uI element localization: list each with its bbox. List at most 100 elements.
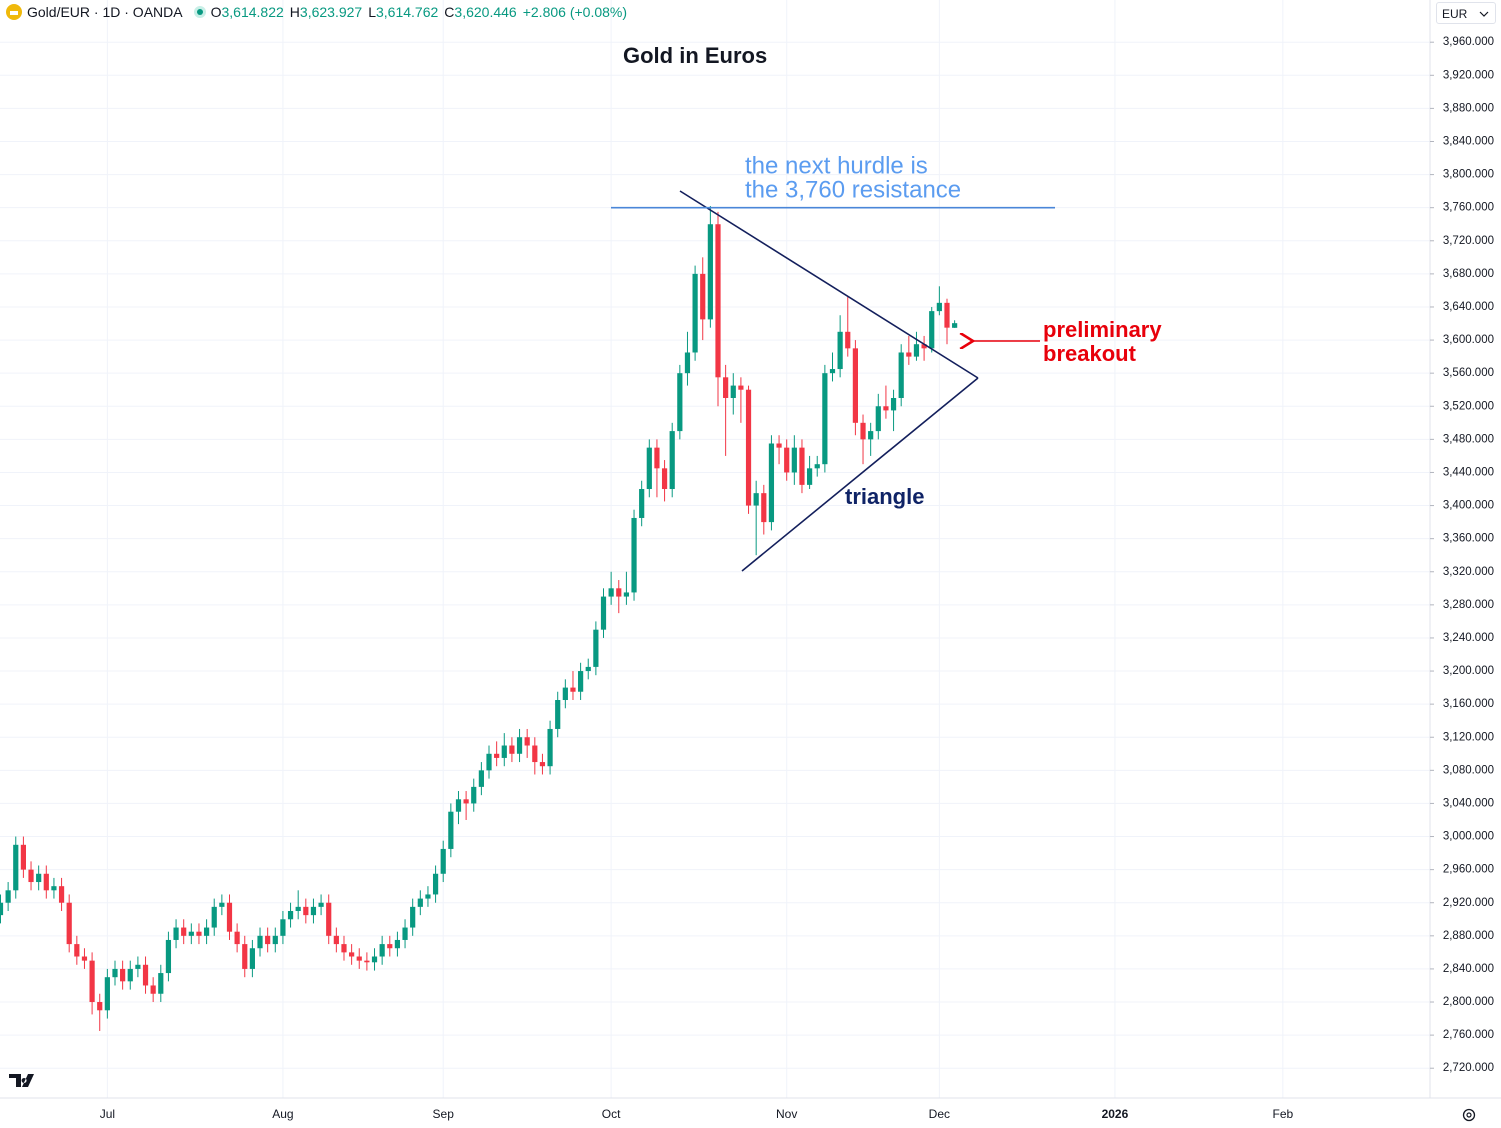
candle-body [471, 786, 477, 804]
candle-body [5, 890, 11, 903]
candle-body [837, 331, 843, 370]
candle-body [74, 944, 80, 957]
candle-body [639, 489, 645, 518]
candle-body [524, 737, 530, 746]
candle-body [0, 902, 4, 916]
candle-body [234, 931, 240, 945]
ohlc-value: 3,623.927 [299, 4, 363, 20]
candle-body [203, 927, 210, 936]
candle-body [478, 770, 484, 787]
candle-body [547, 728, 553, 767]
candle-body [196, 931, 202, 936]
candle-body [829, 369, 836, 374]
candle-body [585, 666, 591, 672]
candle-body [852, 348, 858, 423]
candle-body [631, 517, 637, 593]
candle-body [432, 873, 439, 895]
candle-body [516, 737, 523, 754]
candle-body [570, 687, 576, 692]
candle-body [120, 968, 126, 982]
breakout-label: breakout [1043, 341, 1137, 366]
candle-body [860, 422, 866, 440]
candle-body [906, 352, 912, 357]
candle-body [700, 273, 706, 320]
candle-body [173, 927, 179, 940]
candle-body [127, 968, 133, 982]
currency-selector[interactable]: EUR [1436, 2, 1496, 24]
candle-body [730, 385, 736, 398]
candle-body [448, 811, 454, 849]
candle-body [562, 687, 568, 701]
candle-body [936, 302, 942, 312]
candle-body [799, 447, 805, 485]
y-tick-label: 3,120.000 [1443, 731, 1494, 743]
candle-body [669, 431, 675, 490]
x-tick-label: Jul [100, 1107, 115, 1121]
symbol-icon [6, 4, 22, 20]
y-tick-label: 3,360.000 [1443, 533, 1494, 545]
y-tick-label: 3,280.000 [1443, 599, 1494, 611]
candle-body [623, 592, 630, 597]
candle-body [845, 331, 851, 349]
candle-body [608, 588, 614, 597]
candle-body [425, 894, 431, 899]
candle-body [326, 902, 332, 936]
candle-body [356, 956, 362, 961]
y-tick-label: 3,240.000 [1443, 632, 1494, 644]
candle-body [822, 373, 828, 465]
candle-body [532, 745, 538, 763]
settings-icon[interactable] [1462, 1108, 1476, 1122]
ohlc-key: L [368, 4, 376, 20]
candle-body [89, 960, 95, 1003]
ohlc-key: O [210, 4, 222, 20]
symbol[interactable]: Gold/EUR · 1D · OANDA [27, 4, 183, 20]
y-tick-label: 3,760.000 [1443, 202, 1494, 214]
y-tick-label: 2,960.000 [1443, 864, 1494, 876]
candle-body [142, 964, 149, 986]
y-tick-label: 3,720.000 [1443, 235, 1494, 247]
candle-body [715, 224, 721, 378]
y-tick-label: 3,560.000 [1443, 367, 1494, 379]
y-tick-label: 2,720.000 [1443, 1062, 1494, 1074]
candle-body [249, 948, 255, 969]
candle-body [784, 447, 790, 473]
y-tick-label: 3,520.000 [1443, 400, 1494, 412]
y-tick-label: 3,600.000 [1443, 334, 1494, 346]
candle-body [875, 406, 881, 432]
candle-body [349, 952, 355, 957]
candle-body [188, 931, 194, 936]
y-tick-label: 3,080.000 [1443, 764, 1494, 776]
x-tick-label: Dec [929, 1107, 950, 1121]
triangle-lower-line [741, 377, 979, 572]
y-tick-label: 2,760.000 [1443, 1029, 1494, 1041]
breakout-label: preliminary [1043, 317, 1162, 342]
candle-body [745, 389, 752, 506]
y-tick-label: 3,160.000 [1443, 698, 1494, 710]
y-tick-label: 3,880.000 [1443, 102, 1494, 114]
candle-body [501, 745, 507, 758]
candle-body [97, 1002, 103, 1011]
candle-body [226, 902, 233, 932]
chevron [1479, 11, 1489, 17]
candle-body [43, 873, 49, 891]
x-tick-label: Sep [433, 1107, 455, 1121]
currency: EUR [1442, 7, 1468, 21]
x-tick-label: Aug [272, 1107, 293, 1121]
ohlc-value: 3,614.762 [376, 4, 439, 20]
candle-body [135, 964, 141, 969]
x-tick-label: 2026 [1102, 1107, 1129, 1121]
x-tick-label: Nov [776, 1107, 797, 1121]
triangle-upper-line [679, 190, 979, 379]
y-tick-label: 3,400.000 [1443, 500, 1494, 512]
candle-body [929, 311, 935, 349]
candle-body [28, 869, 34, 883]
candle-body [791, 447, 797, 473]
y-tick-label: 3,320.000 [1443, 566, 1494, 578]
candle-body [753, 493, 759, 506]
candle-body [455, 799, 462, 812]
candle-body [616, 588, 622, 597]
tv-logo [9, 1074, 34, 1087]
y-tick-label: 3,920.000 [1443, 69, 1494, 81]
